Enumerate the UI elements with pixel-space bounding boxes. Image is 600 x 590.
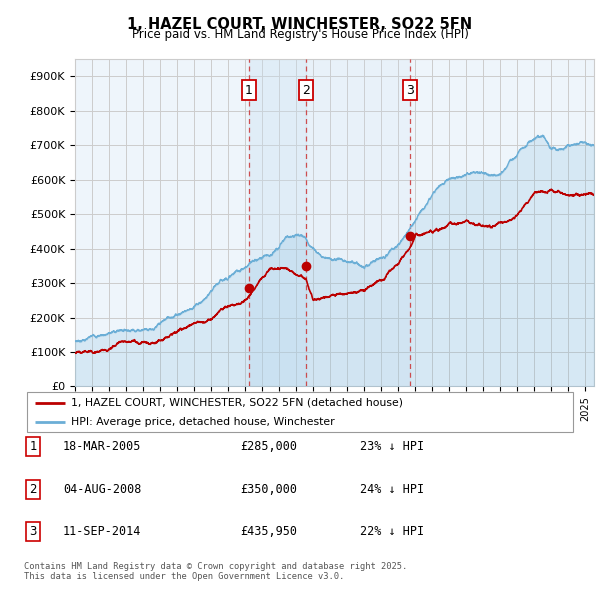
Text: 1, HAZEL COURT, WINCHESTER, SO22 5FN: 1, HAZEL COURT, WINCHESTER, SO22 5FN [127, 17, 473, 31]
Text: 3: 3 [406, 84, 414, 97]
Text: 18-MAR-2005: 18-MAR-2005 [63, 440, 142, 453]
Text: £350,000: £350,000 [240, 483, 297, 496]
Text: £435,950: £435,950 [240, 525, 297, 538]
Text: 23% ↓ HPI: 23% ↓ HPI [360, 440, 424, 453]
Text: 24% ↓ HPI: 24% ↓ HPI [360, 483, 424, 496]
Text: HPI: Average price, detached house, Winchester: HPI: Average price, detached house, Winc… [71, 417, 335, 427]
Text: 1: 1 [29, 440, 37, 453]
Bar [249, 59, 306, 386]
Bar [306, 59, 410, 386]
Text: 2: 2 [29, 483, 37, 496]
Text: £285,000: £285,000 [240, 440, 297, 453]
Text: 1, HAZEL COURT, WINCHESTER, SO22 5FN (detached house): 1, HAZEL COURT, WINCHESTER, SO22 5FN (de… [71, 398, 403, 408]
Text: 04-AUG-2008: 04-AUG-2008 [63, 483, 142, 496]
Text: Contains HM Land Registry data © Crown copyright and database right 2025.
This d: Contains HM Land Registry data © Crown c… [24, 562, 407, 581]
Text: 22% ↓ HPI: 22% ↓ HPI [360, 525, 424, 538]
Text: 11-SEP-2014: 11-SEP-2014 [63, 525, 142, 538]
Text: Price paid vs. HM Land Registry's House Price Index (HPI): Price paid vs. HM Land Registry's House … [131, 28, 469, 41]
Text: 3: 3 [29, 525, 37, 538]
Text: 2: 2 [302, 84, 310, 97]
FancyBboxPatch shape [27, 392, 573, 432]
Text: 1: 1 [245, 84, 253, 97]
